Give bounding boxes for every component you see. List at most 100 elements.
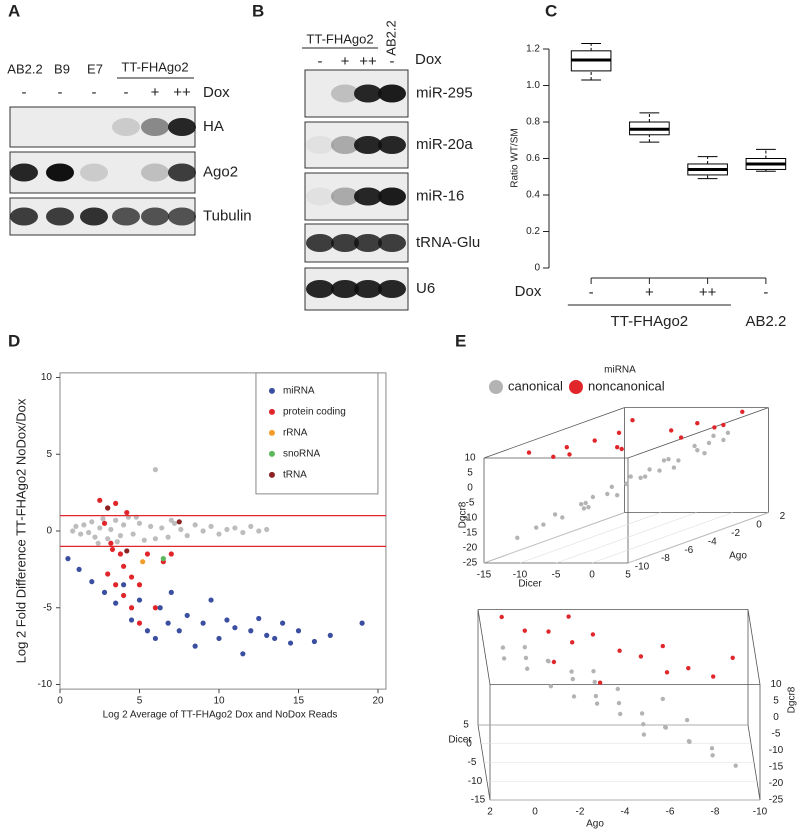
legend-swatch [268,387,275,394]
point [628,474,633,479]
y-tick-label: 1.2 [526,44,540,55]
point [570,676,575,682]
dox-label: Dox [203,84,230,101]
axis-tick-label: 5 [463,720,469,731]
x-tick-label: - [763,284,768,301]
point [264,526,270,533]
point [295,628,302,634]
point [725,430,731,435]
x-tick-label: 20 [372,696,384,707]
axis-tick-label: -15 [477,570,492,581]
axis-tick-label: -4 [708,536,717,547]
point [144,628,151,634]
legend-label: tRNA [283,470,307,481]
axis-tick-label: -6 [684,545,693,556]
blot-band [306,136,334,154]
group-label: AB2.2 [745,313,786,330]
point [592,679,597,685]
axis-tick-label: -5 [468,757,477,768]
blot-band [331,280,359,298]
point [706,440,712,446]
point [692,443,697,449]
point [192,522,198,528]
point [500,645,506,650]
point [641,722,646,727]
blot-band [331,187,359,206]
point [114,539,120,545]
point [566,614,571,619]
point [136,520,143,526]
point [711,674,716,679]
point [523,655,529,661]
axis-tick-label: -5 [466,498,475,509]
point [660,643,665,649]
point [501,656,507,661]
group-label: TT-FHAgo2 [121,59,188,74]
y-tick-label: 0.8 [526,117,540,128]
axis-tick-label: 5 [773,696,779,707]
axis-tick-label: 2 [487,807,493,818]
point [657,468,662,473]
axis-tick-label: -5 [552,570,561,581]
y-tick-label: 1.0 [526,80,540,91]
x-tick-label: 5 [137,696,143,707]
point [684,717,690,723]
point [615,686,620,692]
axis-tick-label: -15 [463,528,478,539]
blot-band [306,187,334,206]
point [615,445,620,450]
point [256,528,262,534]
point [676,458,681,463]
point [591,668,596,674]
point [184,533,190,539]
legend-swatch [268,450,275,457]
axis-tick-label: -10 [753,807,768,818]
point [176,628,182,634]
point [168,517,174,523]
point [702,451,707,456]
blot-band [331,136,359,154]
point [311,638,317,645]
point [144,551,151,557]
point [522,644,527,650]
point [248,628,254,634]
point [216,531,222,537]
panel-letter: D [8,331,20,350]
axis-tick-label: 0 [532,807,538,818]
legend-swatch [569,380,583,394]
dox-sign: - [390,53,395,70]
axis-tick-label: -20 [463,543,478,554]
point [157,605,163,611]
blot-band [10,207,38,226]
legend-label: noncanonical [588,378,665,393]
blot-label: miR-16 [416,187,464,204]
point [663,724,668,730]
point [232,625,238,631]
blot-frame [9,151,196,194]
point [141,537,147,543]
legend-swatch [489,380,503,394]
point [638,654,644,659]
point [101,520,108,526]
dox-sign: - [318,53,323,70]
point [548,683,554,689]
point [552,512,558,517]
legend-swatch [268,471,275,478]
point [678,435,684,440]
point [113,517,119,523]
axis-tick-label: 0 [466,738,472,749]
axis-tick-label: -5 [772,729,781,740]
axis-tick-label: -2 [731,528,740,539]
point [136,620,143,626]
lane-label: E7 [87,61,103,76]
blot-band [331,84,359,103]
blot-label: Tubulin [203,207,252,224]
point [121,563,127,569]
axis-tick-label: -15 [769,762,784,773]
point [616,700,622,706]
point [545,658,551,663]
point [256,615,262,622]
panel-letter: E [455,331,466,350]
axis-tick-label: 2 [780,511,786,522]
blot-band [141,207,169,226]
